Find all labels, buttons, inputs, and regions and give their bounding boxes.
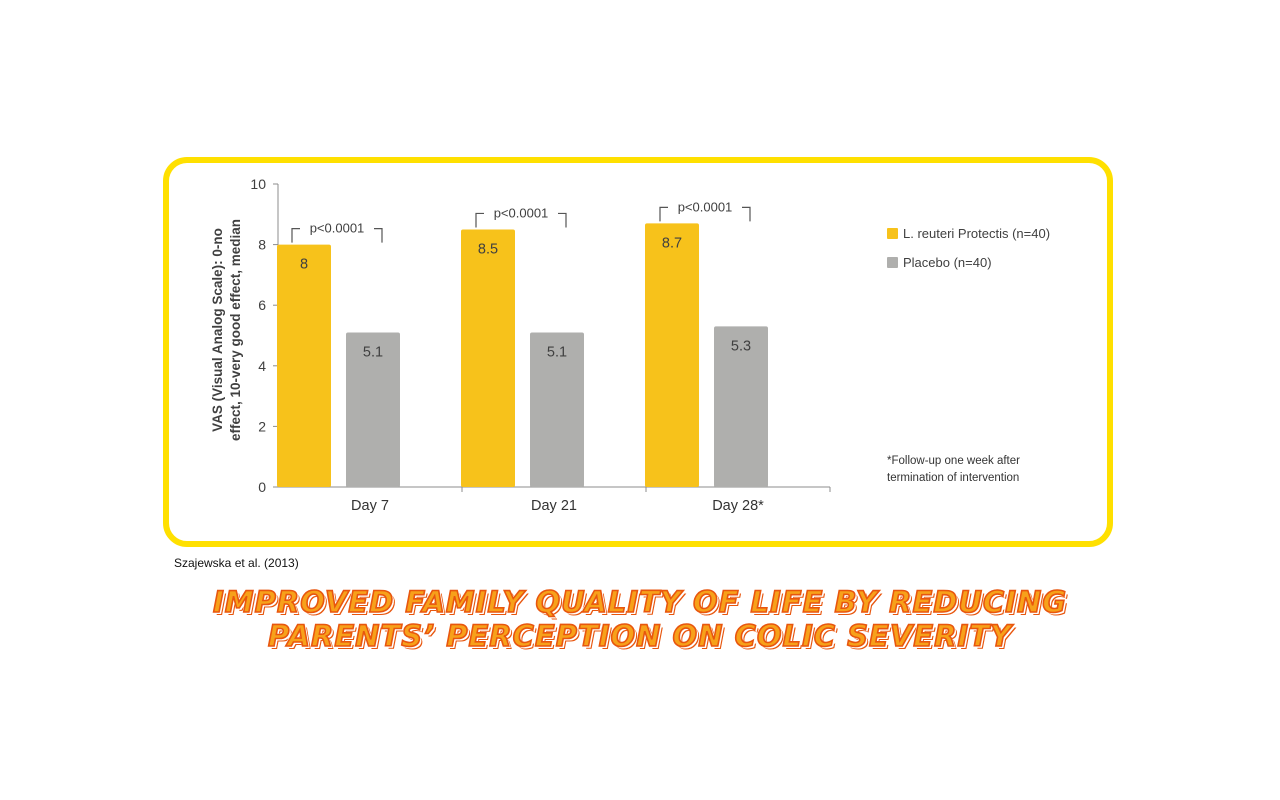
data-label: 5.3 <box>731 338 751 354</box>
chart-footnote: *Follow-up one week after termination of… <box>887 453 1107 487</box>
significance-bracket-left <box>659 206 668 222</box>
headline: IMPROVED FAMILY QUALITY OF LIFE BY REDUC… <box>140 584 1140 654</box>
p-value-annotation: p<0.0001 <box>678 199 733 214</box>
data-label: 8.7 <box>662 235 682 251</box>
legend-item-reuteri: L. reuteri Protectis (n=40) <box>887 225 1050 241</box>
y-tick-label: 4 <box>258 358 266 374</box>
placebo-bar <box>346 332 400 487</box>
x-tick-label: Day 21 <box>531 498 577 514</box>
p-value-annotation: p<0.0001 <box>310 221 365 236</box>
legend-label-reuteri: L. reuteri Protectis (n=40) <box>903 225 1051 241</box>
legend-item-placebo: Placebo (n=40) <box>887 254 1050 270</box>
data-label: 5.1 <box>547 344 567 360</box>
legend-label-placebo: Placebo (n=40) <box>903 254 992 270</box>
significance-bracket-left <box>291 228 300 243</box>
y-tick-label: 10 <box>250 176 266 192</box>
legend-swatch-placebo <box>887 256 898 268</box>
footnote-line-2: termination of intervention <box>887 472 1020 484</box>
chart-legend: L. reuteri Protectis (n=40) Placebo (n=4… <box>887 225 1050 283</box>
significance-bracket-right <box>742 206 751 222</box>
reuteri-bar <box>645 223 699 487</box>
headline-line-1: IMPROVED FAMILY QUALITY OF LIFE BY REDUC… <box>212 584 1068 620</box>
y-axis-title-line-1: VAS (Visual Analog Scale): 0-no <box>210 228 225 432</box>
reuteri-bar <box>277 244 331 487</box>
p-value-annotation: p<0.0001 <box>494 205 549 220</box>
significance-bracket-right <box>374 228 383 243</box>
y-tick-label: 2 <box>258 418 266 434</box>
placebo-bar <box>530 332 584 487</box>
data-label: 5.1 <box>363 344 383 360</box>
source-citation: Szajewska et al. (2013) <box>174 556 299 570</box>
data-label: 8.5 <box>478 241 498 257</box>
reuteri-bar <box>461 229 515 487</box>
x-tick-label: Day 28* <box>712 498 764 514</box>
x-tick-label: Day 7 <box>351 498 389 514</box>
y-tick-label: 6 <box>258 297 266 313</box>
placebo-bar <box>714 326 768 487</box>
significance-bracket-left <box>475 212 484 228</box>
footnote-line-1: *Follow-up one week after <box>887 455 1020 467</box>
data-label: 8 <box>300 257 308 273</box>
legend-swatch-reuteri <box>887 227 898 239</box>
y-tick-label: 0 <box>258 479 266 495</box>
y-tick-label: 8 <box>258 237 266 253</box>
headline-line-2: PARENTS’ PERCEPTION ON COLIC SEVERITY <box>267 618 1013 654</box>
y-axis-title-line-2: effect, 10-very good effect, median <box>228 219 243 441</box>
significance-bracket-right <box>558 212 567 228</box>
